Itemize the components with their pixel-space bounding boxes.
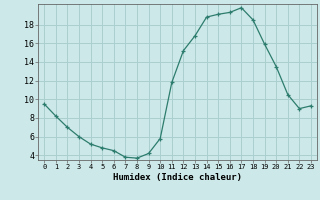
- X-axis label: Humidex (Indice chaleur): Humidex (Indice chaleur): [113, 173, 242, 182]
